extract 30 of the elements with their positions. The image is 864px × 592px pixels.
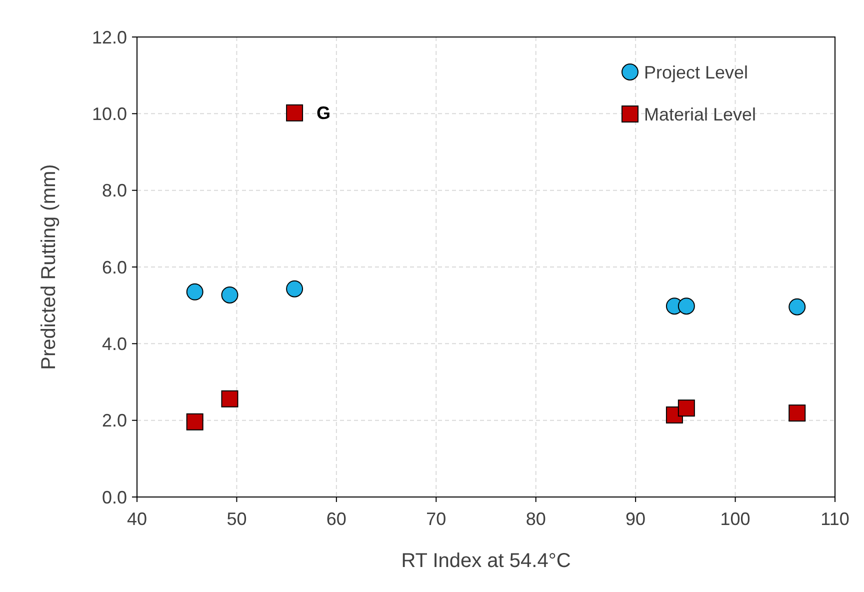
point	[678, 298, 695, 315]
y-tick-label: 10.0	[92, 104, 127, 124]
point	[221, 390, 238, 408]
point	[186, 413, 204, 430]
y-tick-label: 2.0	[102, 410, 127, 431]
x-tick-label: 80	[526, 509, 546, 529]
point	[221, 286, 238, 304]
point	[678, 400, 695, 417]
point	[286, 104, 304, 122]
y-tick-label: 8.0	[102, 180, 127, 201]
x-tick-label: 70	[426, 509, 446, 529]
legend-label: Material Level	[644, 104, 756, 124]
x-tick-label: 60	[326, 509, 346, 529]
x-axis-title: RT Index at 54.4°C	[401, 550, 571, 572]
x-tick-label: 90	[626, 509, 646, 529]
x-tick-label: 50	[226, 509, 247, 529]
y-tick-label: 12.0	[92, 27, 127, 48]
point	[788, 298, 806, 316]
annotation: G	[316, 103, 331, 124]
x-tick-label: 100	[720, 509, 750, 529]
legend-label: Project Level	[644, 62, 748, 82]
point	[788, 404, 806, 422]
x-tick-label: 40	[126, 509, 148, 529]
y-axis-title: Predicted Rutting (mm)	[38, 164, 60, 370]
point	[186, 283, 204, 300]
y-tick-label: 6.0	[102, 257, 127, 278]
y-tick-label: 0.0	[102, 487, 127, 508]
y-tick-label: 4.0	[102, 334, 127, 354]
x-tick-label: 110	[820, 509, 850, 529]
point	[286, 280, 304, 298]
